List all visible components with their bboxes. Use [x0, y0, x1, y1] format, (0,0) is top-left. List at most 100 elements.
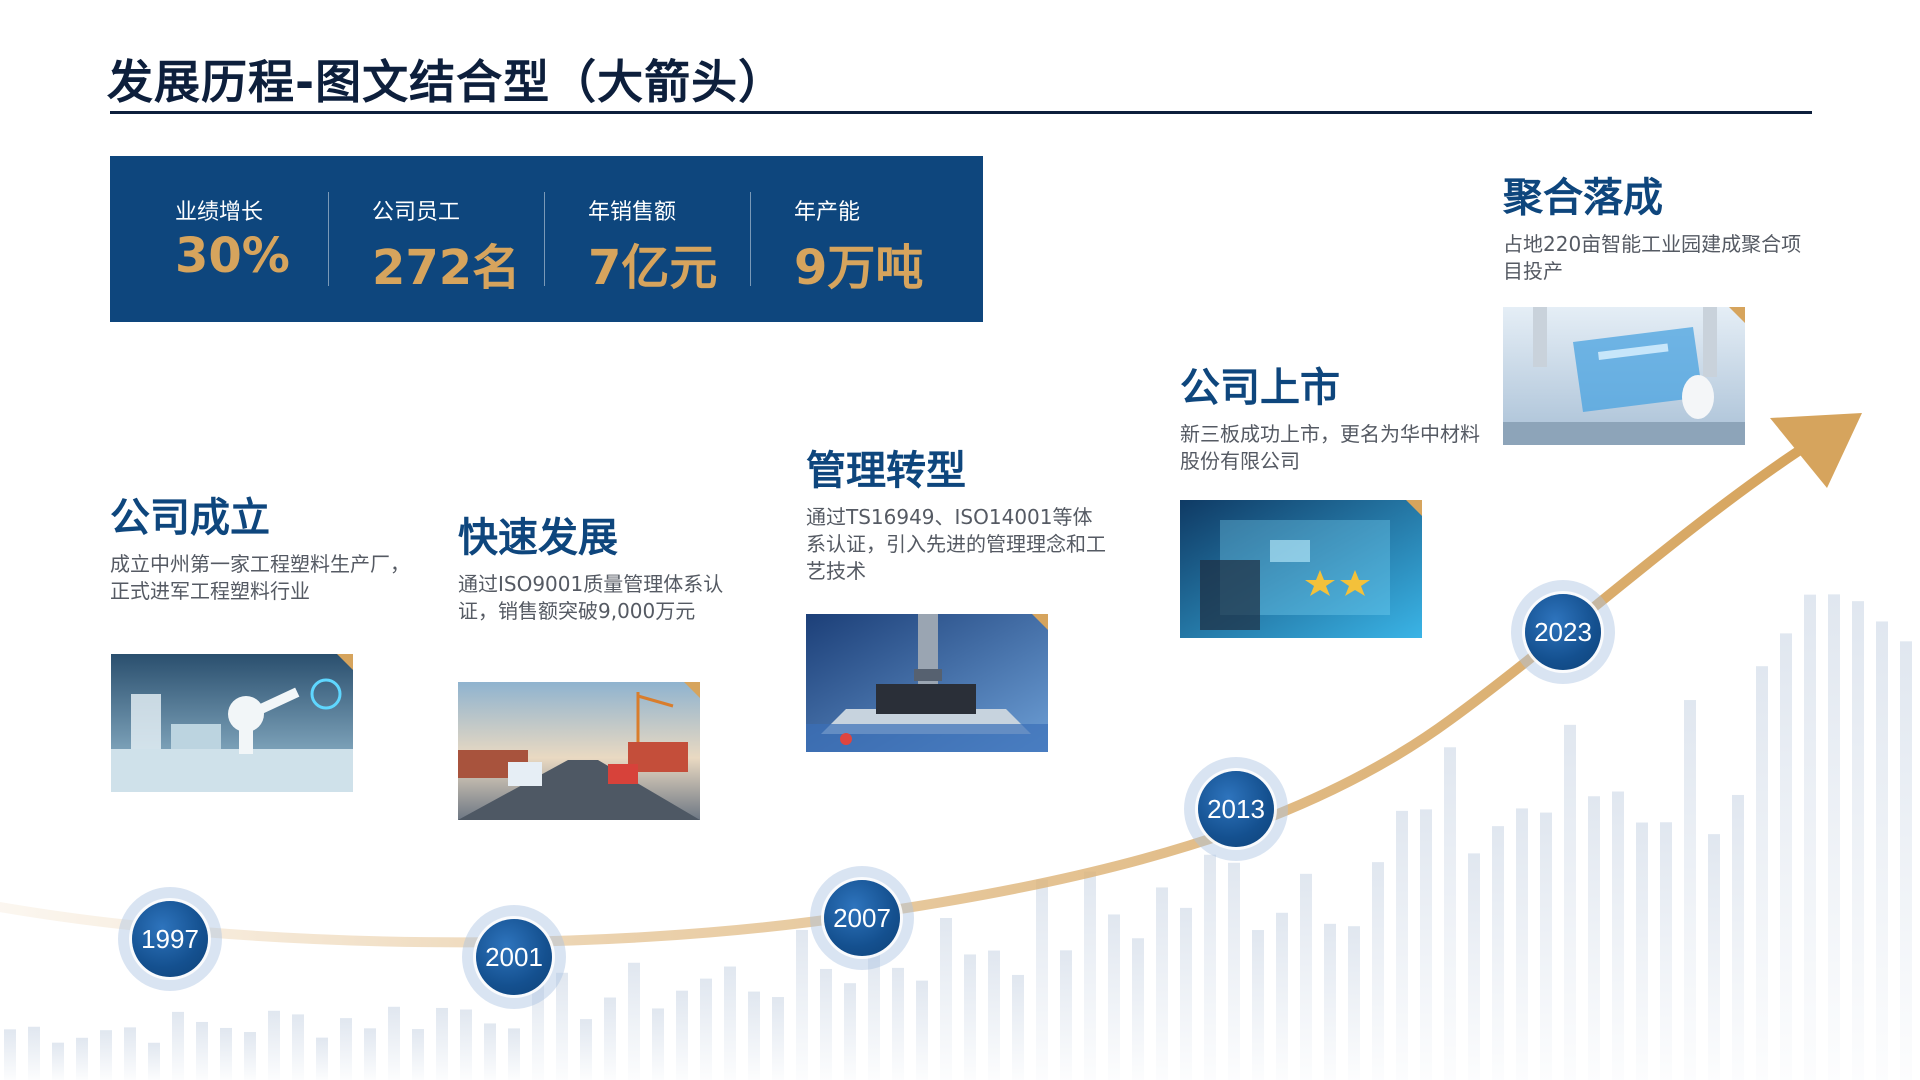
background-bar [1852, 601, 1864, 1080]
stat-label: 年产能 [794, 200, 861, 225]
background-bar [556, 972, 568, 1080]
stat-label: 公司员工 [372, 200, 461, 225]
background-bar [988, 950, 1000, 1080]
background-bar [100, 1030, 112, 1080]
background-bar [412, 1029, 424, 1080]
stat-value: 9万吨 [794, 240, 924, 296]
background-bar [172, 1011, 184, 1080]
background-bar [1492, 826, 1504, 1080]
background-bar [1684, 700, 1696, 1080]
stat-label: 业绩增长 [175, 200, 264, 225]
year-node-2007: 2007 [810, 866, 914, 970]
background-bar [1468, 853, 1480, 1080]
background-bar [1780, 633, 1792, 1080]
background-bar [1228, 862, 1240, 1080]
background-bar [1732, 794, 1744, 1080]
background-bar [1204, 854, 1216, 1080]
background-bar [1372, 862, 1384, 1080]
background-bar [796, 929, 808, 1080]
background-bar [4, 1029, 16, 1080]
background-bar [1180, 907, 1192, 1080]
page-title: 发展历程-图文结合型（大箭头） [107, 55, 786, 109]
stat-divider [328, 192, 329, 286]
background-bar [916, 980, 928, 1080]
milestone-title: 公司成立 [110, 495, 270, 541]
background-bar [244, 1032, 256, 1080]
background-bar [196, 1021, 208, 1080]
factory-photo [111, 654, 353, 792]
background-bar [1540, 812, 1552, 1080]
background-bar [1132, 938, 1144, 1080]
robot-tablet-photo [1503, 307, 1745, 445]
milestone-description: 通过ISO9001质量管理体系认证，销售额突破9,000万元 [458, 572, 724, 623]
milestone-title: 管理转型 [806, 448, 966, 494]
background-bar [1564, 724, 1576, 1080]
background-bar [700, 978, 712, 1080]
background-bar [820, 968, 832, 1080]
background-bar [1084, 871, 1096, 1080]
background-bar [1708, 834, 1720, 1080]
background-bar [580, 1019, 592, 1080]
background-bar [268, 1010, 280, 1080]
milestone-2023: 聚合落成 占地220亩智能工业园建成聚合项目投产 [1503, 165, 1803, 285]
year-label: 2001 [476, 919, 552, 995]
background-bar [460, 1009, 472, 1080]
background-bar [364, 1028, 376, 1080]
background-bar [340, 1018, 352, 1080]
milestone-description: 新三板成功上市，更名为华中材料股份有限公司 [1180, 422, 1480, 473]
background-bar [1276, 912, 1288, 1080]
customer-reviews-photo [1180, 500, 1422, 638]
background-bar [28, 1026, 40, 1080]
background-bar [748, 991, 760, 1080]
logistics-photo [458, 682, 700, 820]
background-bar [1612, 791, 1624, 1080]
stat-value: 272名 [372, 240, 521, 296]
background-bar [532, 977, 544, 1080]
background-bar [484, 1023, 496, 1080]
background-bar [940, 917, 952, 1080]
background-bar [1828, 594, 1840, 1080]
background-bar [964, 954, 976, 1080]
background-bar [1108, 914, 1120, 1080]
milestone-description: 占地220亩智能工业园建成聚合项目投产 [1503, 232, 1802, 283]
year-label: 2013 [1198, 771, 1274, 847]
milestone-description: 成立中州第一家工程塑料生产厂，正式进军工程塑料行业 [110, 552, 410, 603]
milestone-description: 通过TS16949、ISO14001等体系认证，引入先进的管理理念和工艺技术 [806, 505, 1106, 583]
background-bar [1804, 594, 1816, 1080]
background-bar [52, 1042, 64, 1080]
background-bar [76, 1037, 88, 1080]
background-bar [508, 1028, 520, 1080]
background-bar [436, 1007, 448, 1080]
stat-value: 7亿元 [588, 240, 718, 296]
background-bar [1036, 879, 1048, 1080]
background-bar [1516, 808, 1528, 1080]
milestone-title: 公司上市 [1180, 365, 1340, 411]
background-bar [1012, 974, 1024, 1080]
milestone-title: 聚合落成 [1503, 175, 1663, 221]
milestone-2013: 公司上市 新三板成功上市，更名为华中材料股份有限公司 [1180, 355, 1480, 475]
background-bar [1300, 873, 1312, 1080]
year-node-2023: 2023 [1511, 580, 1615, 684]
stat-divider [544, 192, 545, 286]
background-bar [388, 1006, 400, 1080]
background-bar [1324, 923, 1336, 1080]
background-bar [1444, 747, 1456, 1080]
year-label: 1997 [132, 901, 208, 977]
background-bar [868, 952, 880, 1080]
background-bar [628, 962, 640, 1080]
stat-value: 30% [175, 228, 290, 284]
background-bar [1588, 796, 1600, 1080]
year-label: 2007 [824, 880, 900, 956]
title-underline [110, 111, 1812, 114]
background-bar [1876, 621, 1888, 1080]
background-bar [1252, 930, 1264, 1080]
year-label: 2023 [1525, 594, 1601, 670]
background-bar [676, 990, 688, 1080]
milestone-title: 快速发展 [458, 515, 618, 561]
year-node-1997: 1997 [118, 887, 222, 991]
background-bar [1156, 887, 1168, 1080]
background-bar [1348, 926, 1360, 1080]
background-bar [604, 997, 616, 1080]
manufacturing-photo [806, 614, 1048, 752]
background-bar [316, 1037, 328, 1080]
